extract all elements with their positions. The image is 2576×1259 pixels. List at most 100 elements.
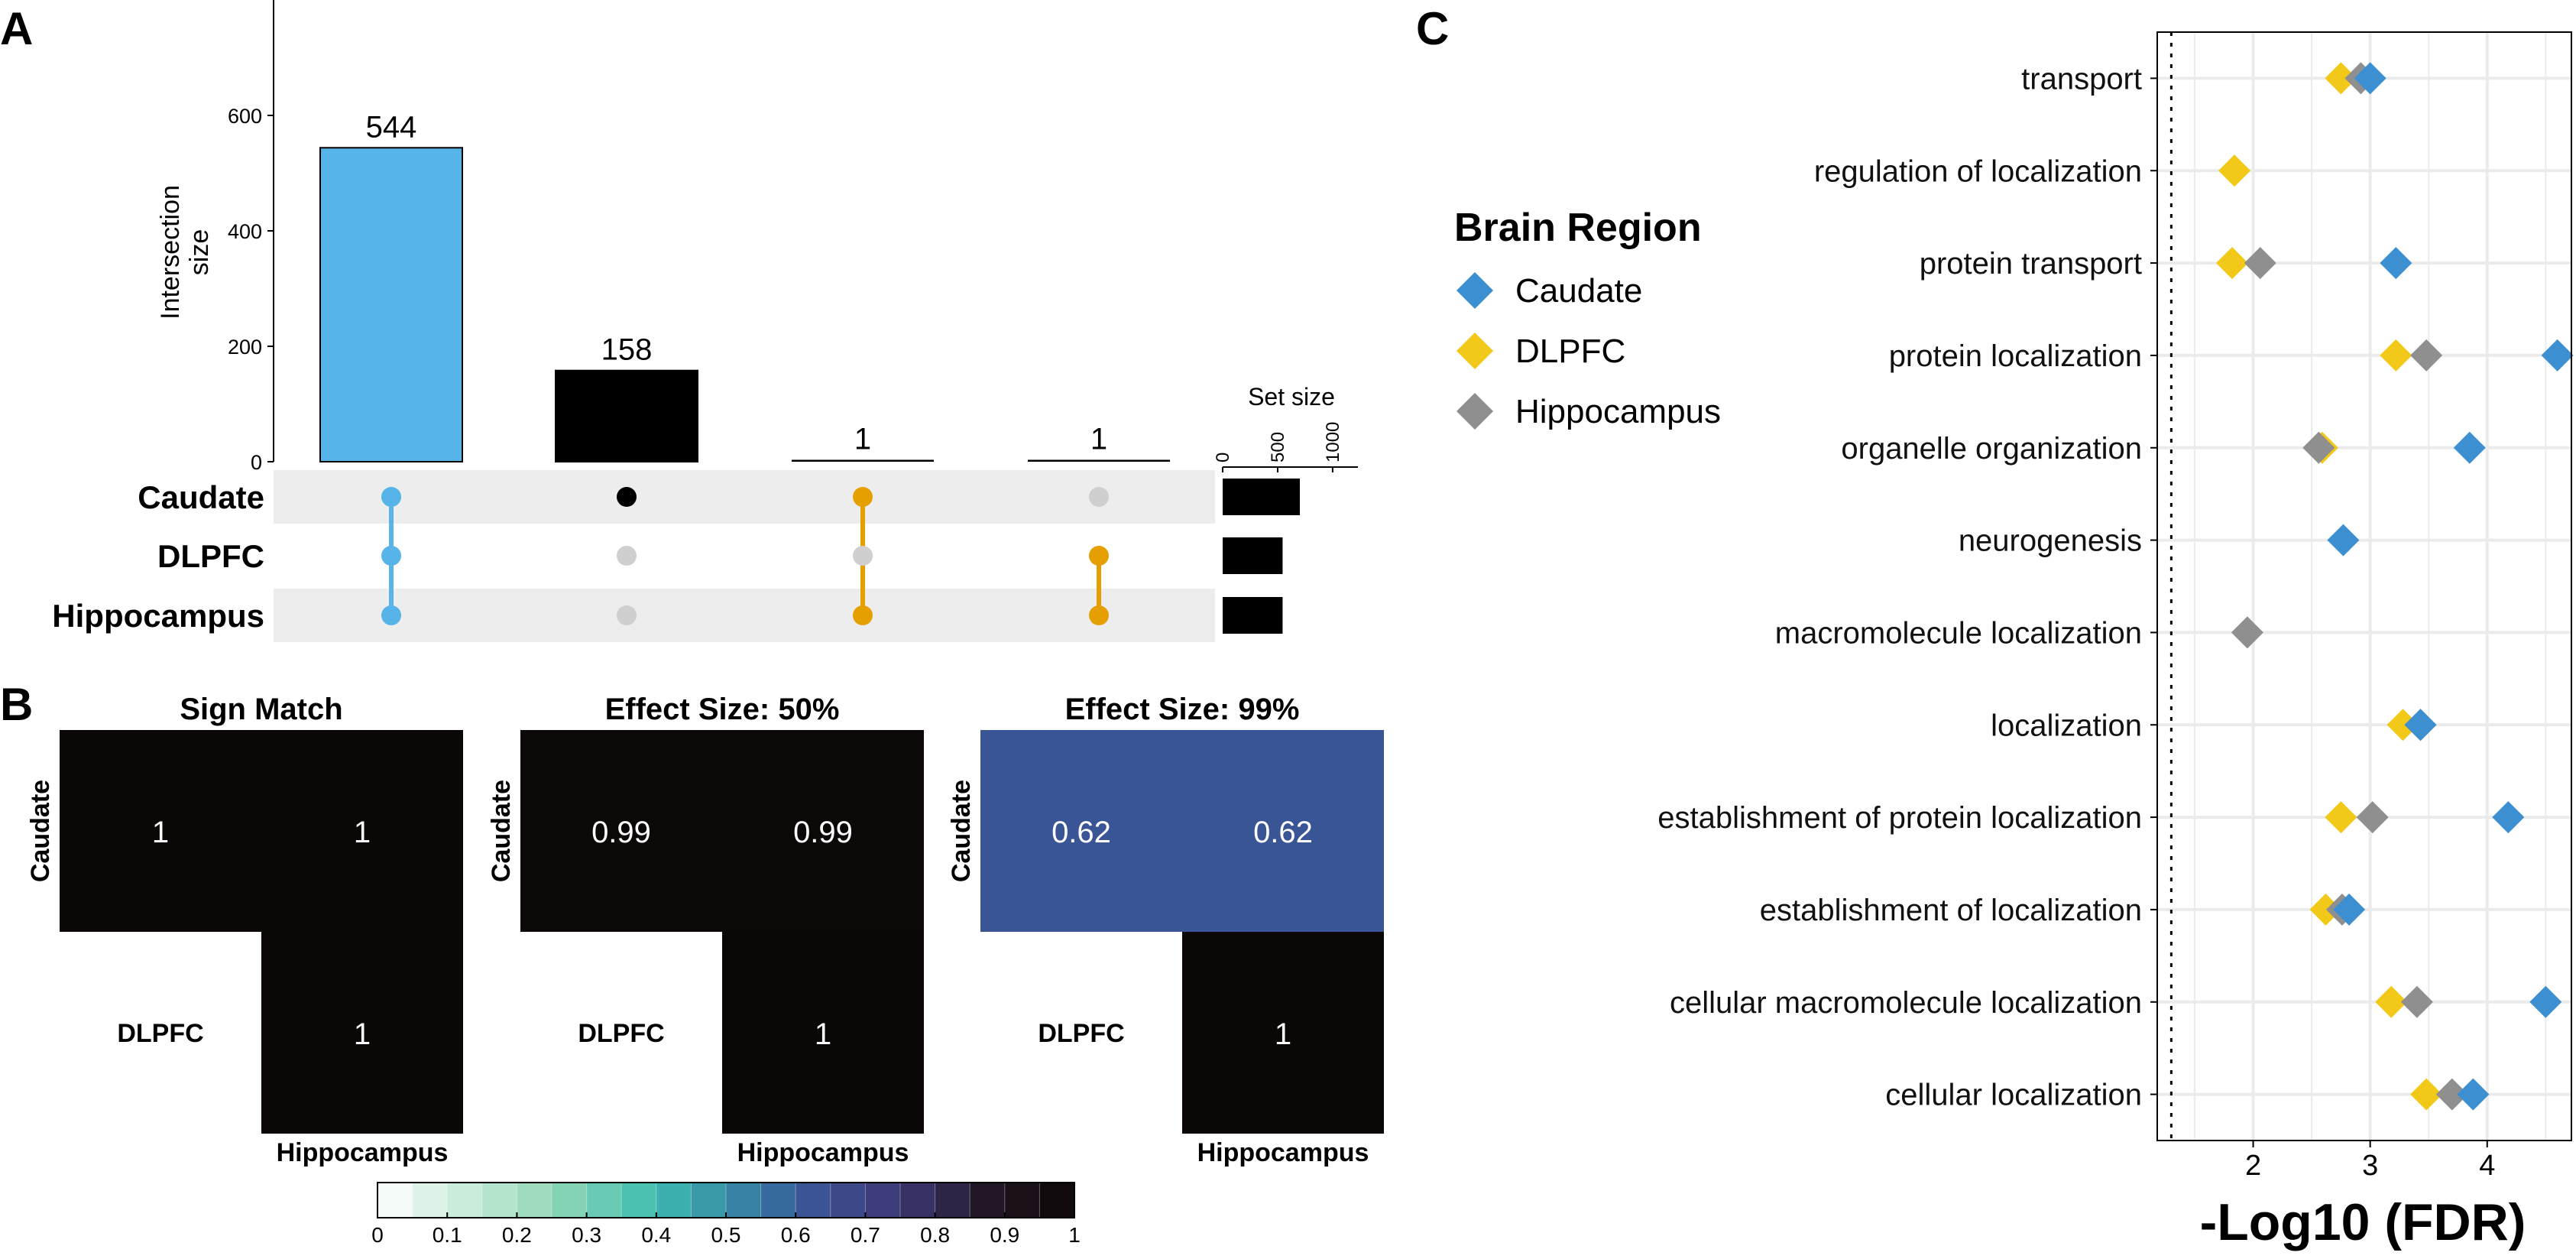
point-dlpfc	[2218, 154, 2251, 187]
upset-plot: Intersection size 0 200 400 600 544 158 1 1 Ca…	[52, 0, 1358, 642]
category-label: cellular macromolecule localization	[1670, 986, 2142, 1020]
category-label: macromolecule localization	[1775, 616, 2142, 650]
heatmap-row-label: DLPFC	[578, 1019, 664, 1048]
point-dlpfc	[2386, 709, 2419, 741]
matrix-row-stripe	[274, 589, 1215, 642]
matrix-dot	[617, 605, 637, 625]
heatmap-cell-value: 1	[354, 816, 371, 849]
legend-label: Caudate	[1515, 272, 1642, 310]
point-dlpfc	[2380, 339, 2412, 372]
y-axis-title-line-1: Intersection	[156, 185, 185, 320]
y-tick-label: 600	[228, 105, 262, 128]
set-label-caudate: Caudate	[138, 479, 264, 515]
go-enrichment-dotplot: transport regulation of localization prote…	[1454, 31, 2574, 1251]
point-hippocampus	[2302, 431, 2335, 464]
colorbar-segment	[795, 1183, 831, 1218]
point-hippocampus	[2435, 1078, 2468, 1111]
intersection-bar	[319, 147, 463, 462]
point-hippocampus	[2244, 247, 2276, 280]
point-caudate	[2380, 247, 2412, 280]
colorbar-tick-label: 0.1	[433, 1223, 462, 1247]
point-dlpfc	[2325, 801, 2357, 834]
intersection-bar	[1028, 459, 1170, 462]
heatmap-cell	[980, 730, 1182, 932]
plot-area-background	[2157, 32, 2571, 1141]
y-tick-label: 200	[228, 336, 262, 359]
heatmap-row-label: Caudate	[26, 780, 55, 882]
legend-key-dlpfc	[1456, 333, 1493, 369]
colorbar-tick-label: 0.4	[641, 1223, 671, 1247]
set-size-tick-label: 1000	[1323, 422, 1343, 462]
category-label: localization	[1991, 709, 2142, 742]
heatmap-row-label: DLPFC	[117, 1019, 203, 1048]
set-size-tick-label: 500	[1268, 432, 1288, 462]
legend-label: DLPFC	[1515, 333, 1625, 370]
colorbar-segment	[447, 1183, 483, 1218]
heatmap-cell	[261, 932, 463, 1134]
point-dlpfc	[2410, 1078, 2443, 1111]
matrix-dot	[853, 605, 873, 625]
colorbar-segment	[865, 1183, 901, 1218]
x-axis-title: -Log10 (FDR)	[2200, 1193, 2526, 1251]
category-label: protein localization	[1889, 339, 2142, 373]
colorbar-segment	[970, 1183, 1006, 1218]
x-tick-label: 4	[2479, 1150, 2495, 1182]
heatmap-cell-value: 1	[354, 1017, 371, 1051]
colorbar-tick-label: 0.6	[781, 1223, 811, 1247]
heatmap-col-label: Hippocampus	[737, 1138, 909, 1167]
matrix-dot	[853, 546, 873, 566]
colorbar-segment	[517, 1183, 552, 1218]
set-size-bar	[1223, 537, 1283, 574]
heatmap-cell-value: 1	[815, 1017, 831, 1051]
point-caudate	[2541, 339, 2574, 372]
y-tick-label: 0	[251, 451, 262, 474]
heatmap-cell-value: 1	[152, 816, 169, 849]
heatmap-1: Sign Match 1 1 1 Caudate DLPFC Hippocampus	[26, 693, 463, 1167]
panel-label-b: B	[0, 679, 33, 730]
heatmap-cell	[722, 730, 924, 932]
plot-area-border	[2156, 31, 2572, 1141]
panel-label-a: A	[0, 3, 33, 54]
category-label: protein transport	[1920, 247, 2142, 281]
colorbar-segment	[586, 1183, 622, 1218]
colorbar-segment	[656, 1183, 692, 1218]
heatmap-row-label: DLPFC	[1038, 1019, 1124, 1048]
y-axis-title-line-2: size	[185, 229, 214, 275]
colorbar-segment	[935, 1183, 970, 1218]
point-caudate	[2354, 62, 2386, 95]
heatmap-cell-value: 0.99	[591, 816, 651, 849]
colorbar-segment	[412, 1183, 448, 1218]
set-size-chart: Set size 0 500 1000	[1213, 383, 1358, 634]
intersection-bar	[555, 369, 698, 462]
colorbar-segment	[552, 1183, 588, 1218]
colorbar-tick-label: 0.8	[920, 1223, 950, 1247]
legend-key-hippocampus	[1456, 393, 1493, 430]
colorbar: 0 0.1 0.2 0.3 0.4 0.5 0.6 0.7 0.8 0.9 1	[371, 1182, 1081, 1247]
colorbar-tick-label: 0.9	[990, 1223, 1019, 1247]
matrix-dot	[1089, 487, 1109, 507]
point-caudate	[2457, 1078, 2490, 1111]
point-hippocampus	[2356, 801, 2389, 834]
category-label: neurogenesis	[1959, 524, 2142, 558]
colorbar-segment	[900, 1183, 936, 1218]
colorbar-tick-label: 0	[371, 1223, 384, 1247]
matrix-dot	[617, 546, 637, 566]
colorbar-tick-label: 0.2	[502, 1223, 532, 1247]
matrix-dot	[381, 605, 401, 625]
point-hippocampus	[2400, 985, 2433, 1018]
point-dlpfc	[2309, 893, 2342, 926]
point-dlpfc	[2375, 985, 2408, 1018]
legend-label: Hippocampus	[1515, 393, 1721, 430]
colorbar-segment	[1039, 1183, 1075, 1218]
heatmap-row-label: Caudate	[487, 780, 516, 882]
point-caudate	[2453, 431, 2486, 464]
set-size-bar	[1223, 597, 1283, 634]
heatmap-cell-value: 0.99	[793, 816, 853, 849]
point-caudate	[2529, 985, 2562, 1018]
matrix-dot	[1089, 605, 1109, 625]
colorbar-segment	[481, 1183, 517, 1218]
panel-label-c: C	[1416, 3, 1449, 54]
category-label: organelle organization	[1841, 432, 2142, 466]
legend-key-caudate	[1456, 272, 1493, 309]
